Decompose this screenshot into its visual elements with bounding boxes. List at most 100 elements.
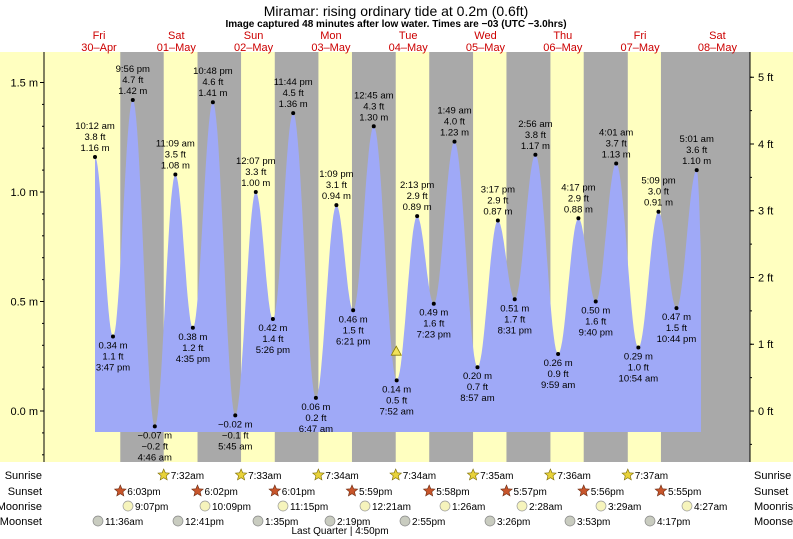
tide-time-label: 3:17 pm: [481, 184, 515, 195]
tide-time-label: 2:13 pm: [400, 180, 434, 191]
tide-ft-label: 2.9 ft: [407, 191, 428, 202]
high-tide-point: [130, 98, 135, 103]
tide-ft-label: 1.6 ft: [585, 317, 606, 328]
moonset-icon: [484, 515, 496, 527]
tide-label-label: 0.88 m: [564, 204, 593, 215]
tide-time-label: 9:56 pm: [116, 64, 150, 75]
moonrise-icon: [122, 500, 134, 512]
tide-time-label: 7:23 pm: [417, 330, 451, 341]
chart-title: Miramar: rising ordinary tide at 0.2m (0…: [264, 3, 529, 19]
low-tide-point: [556, 352, 561, 357]
tide-time-label: 5:01 am: [680, 134, 714, 145]
tide-time-label: 6:21 pm: [336, 336, 370, 347]
sunrise-icon: [389, 468, 403, 481]
tide-label-label: 0.46 m: [339, 314, 368, 325]
tide-time-label: 5:09 pm: [641, 176, 675, 187]
sunset-row-label-right: Sunset: [754, 486, 788, 498]
tide-label-label: −0.07 m: [138, 430, 173, 441]
tide-ft-label: 0.5 ft: [386, 395, 407, 406]
moonset-time: 2:55pm: [412, 517, 445, 528]
moonrise-time: 2:28am: [529, 502, 562, 513]
tide-ft-label: 3.5 ft: [165, 149, 186, 160]
high-tide-point: [334, 203, 339, 208]
ft-tick-label: 2 ft: [758, 272, 773, 284]
sunset-time: 5:55pm: [668, 487, 701, 498]
sunset-icon: [191, 484, 204, 497]
tide-time-label: 4:46 am: [138, 452, 172, 463]
low-tide-point: [152, 424, 157, 429]
tide-ft-label: 2.9 ft: [568, 193, 589, 204]
ft-tick-label: 3 ft: [758, 206, 773, 218]
sunset-time: 5:58pm: [436, 487, 469, 498]
day-name: Sat: [168, 30, 185, 42]
tide-ft-label: 3.6 ft: [686, 145, 707, 156]
tide-label-label: 1.16 m: [80, 143, 109, 154]
moonset-row-label-left: Moonset: [0, 516, 42, 528]
day-date: 08–May: [698, 42, 738, 54]
moon-phase-label: Last Quarter | 4:50pm: [291, 526, 388, 537]
tide-ft-label: −0.1 ft: [222, 430, 249, 441]
tide-ft-label: 4.0 ft: [444, 117, 465, 128]
high-tide-point: [291, 111, 296, 116]
high-tide-point: [495, 218, 500, 223]
ft-tick-label: 5 ft: [758, 72, 773, 84]
ft-tick-label: 1 ft: [758, 339, 773, 351]
tide-label-label: 1.08 m: [161, 160, 190, 171]
day-name: Fri: [93, 30, 106, 42]
tide-time-label: 3:47 pm: [96, 363, 130, 374]
tide-time-label: 1:49 am: [437, 106, 471, 117]
tide-label-label: 1.17 m: [521, 141, 550, 152]
sunset-time: 6:01pm: [282, 487, 315, 498]
day-date: 05–May: [466, 42, 506, 54]
moonrise-time: 10:09pm: [212, 502, 251, 513]
tide-ft-label: 1.1 ft: [102, 352, 123, 363]
moonrise-time: 12:21am: [372, 502, 411, 513]
tide-ft-label: 0.7 ft: [467, 382, 488, 393]
m-tick-label: 1.0 m: [10, 187, 38, 199]
day-name: Tue: [399, 30, 418, 42]
tide-time-label: 8:57 am: [460, 393, 494, 404]
tide-ft-label: 3.8 ft: [84, 132, 105, 143]
right-axis-bg: [750, 52, 793, 462]
moonrise-icon: [359, 500, 371, 512]
tide-label-label: 0.29 m: [624, 351, 653, 362]
sunset-time: 5:56pm: [591, 487, 624, 498]
moonrise-time: 9:07pm: [135, 502, 168, 513]
moonrise-icon: [277, 500, 289, 512]
tide-label-label: 1.23 m: [440, 128, 469, 139]
low-tide-point: [475, 365, 480, 370]
tide-ft-label: 4.3 ft: [363, 101, 384, 112]
moonset-time: 2:19pm: [337, 517, 370, 528]
tide-time-label: 5:45 am: [218, 441, 252, 452]
moonset-icon: [564, 515, 576, 527]
tide-ft-label: 2.9 ft: [487, 195, 508, 206]
high-tide-point: [371, 124, 376, 129]
tide-ft-label: 4.7 ft: [122, 75, 143, 86]
sunrise-time: 7:36am: [557, 471, 590, 482]
sunset-icon: [113, 484, 127, 497]
tide-label-label: 0.50 m: [581, 306, 610, 317]
low-tide-point: [593, 299, 598, 304]
high-tide-point: [93, 154, 97, 159]
sunset-icon: [268, 484, 282, 497]
day-date: 04–May: [389, 42, 429, 54]
moonset-icon: [644, 515, 656, 527]
tide-time-label: 10:12 am: [75, 121, 115, 132]
sunset-row-label-left: Sunset: [8, 486, 42, 498]
high-tide-point: [694, 168, 699, 173]
moonset-icon: [92, 515, 104, 527]
tide-ft-label: 0.9 ft: [548, 369, 569, 380]
tide-time-label: 1:09 pm: [319, 169, 353, 180]
moonset-icon: [399, 515, 411, 527]
tide-time-label: 7:52 am: [380, 406, 414, 417]
high-tide-point: [210, 100, 215, 105]
tide-time-label: 4:01 am: [599, 128, 633, 139]
sunrise-icon: [466, 468, 480, 481]
moonset-time: 11:36am: [105, 517, 143, 528]
current-tide-marker: [390, 345, 402, 356]
low-tide-point: [512, 297, 517, 302]
m-tick-label: 1.5 m: [10, 78, 38, 90]
high-tide-point: [614, 161, 619, 166]
moonset-time: 1:35pm: [265, 517, 298, 528]
